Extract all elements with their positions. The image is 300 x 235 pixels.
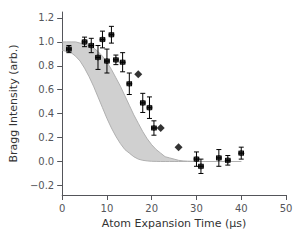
svg-text:−0.2: −0.2: [30, 180, 54, 191]
svg-text:Bragg Intensity (arb.): Bragg Intensity (arb.): [7, 45, 20, 163]
svg-text:0.0: 0.0: [38, 156, 54, 167]
svg-text:1.0: 1.0: [38, 36, 54, 47]
svg-text:30: 30: [190, 203, 203, 214]
svg-text:20: 20: [145, 203, 158, 214]
svg-text:10: 10: [101, 203, 114, 214]
svg-text:0.6: 0.6: [38, 84, 54, 95]
svg-text:0.4: 0.4: [38, 108, 54, 119]
svg-text:0.8: 0.8: [38, 60, 54, 71]
svg-text:Atom Expansion Time (μs): Atom Expansion Time (μs): [102, 217, 246, 230]
svg-text:1.2: 1.2: [38, 12, 54, 23]
svg-text:0.2: 0.2: [38, 132, 54, 143]
svg-text:50: 50: [280, 203, 293, 214]
svg-text:40: 40: [235, 203, 248, 214]
svg-text:0: 0: [59, 203, 65, 214]
